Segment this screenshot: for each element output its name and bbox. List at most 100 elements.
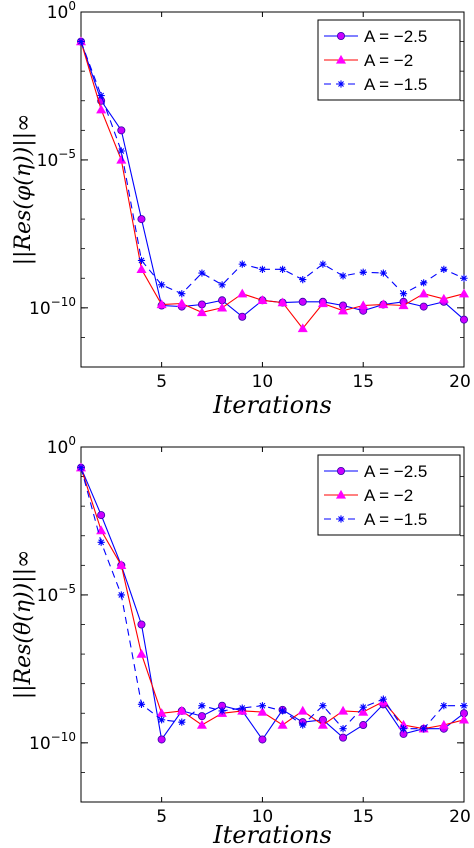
- data-point: [158, 281, 166, 289]
- data-point: [278, 707, 287, 715]
- data-point: [299, 721, 307, 729]
- data-point: [238, 312, 247, 321]
- data-point: [317, 298, 328, 308]
- y-tick-label: 10−10: [29, 730, 76, 754]
- legend-marker: [335, 54, 347, 64]
- x-tick-label: 20: [449, 372, 471, 392]
- x-tick-label: 5: [156, 372, 167, 392]
- data-point: [117, 147, 125, 155]
- data-point: [297, 705, 308, 715]
- legend-entry: A = −2.5: [364, 462, 427, 481]
- data-point: [198, 702, 206, 710]
- data-point: [399, 290, 408, 298]
- chart-panel-1: 5 10 15 20 100 10−5 10−10 Iterations ||Res(φ(η))…: [11, 0, 471, 419]
- series-line: [80, 41, 465, 330]
- x-axis-label: Iterations: [212, 391, 332, 419]
- legend-marker: [337, 515, 345, 523]
- data-point: [196, 307, 207, 317]
- legend-entry: A = −1.5: [364, 510, 427, 529]
- series-3: [77, 464, 468, 733]
- data-point: [137, 700, 146, 708]
- data-point: [440, 702, 448, 710]
- y-tick-label: 10−10: [29, 295, 76, 319]
- data-point: [197, 712, 206, 721]
- legend: A = −2.5 A = −2 A = −1.5: [317, 454, 461, 536]
- series-2: [75, 36, 470, 333]
- data-point: [319, 702, 327, 710]
- legend-entry: A = −2: [364, 51, 413, 70]
- data-point: [460, 702, 468, 710]
- series-line: [80, 41, 465, 295]
- data-point: [317, 719, 328, 729]
- data-point: [359, 721, 368, 730]
- data-point: [338, 305, 349, 315]
- x-tick-label: 10: [252, 372, 274, 392]
- data-point: [378, 299, 389, 309]
- data-point: [277, 719, 288, 729]
- data-point: [237, 288, 248, 298]
- data-point: [297, 323, 308, 333]
- data-point: [399, 725, 408, 733]
- data-point: [339, 733, 348, 742]
- data-point: [358, 706, 369, 716]
- legend: A = −2.5 A = −2 A = −1.5: [317, 19, 461, 101]
- data-point: [257, 706, 268, 716]
- data-point: [77, 464, 85, 472]
- data-point: [258, 702, 267, 710]
- x-tick-label: 15: [352, 372, 374, 392]
- data-point: [97, 511, 106, 520]
- y-tick-label: 100: [47, 0, 76, 23]
- y-axis-label: ||Res(θ(η))||∞: [11, 550, 36, 700]
- data-point: [358, 300, 369, 310]
- data-point: [137, 620, 146, 629]
- data-point: [359, 703, 367, 711]
- legend-marker: [335, 489, 347, 499]
- data-point: [418, 288, 429, 298]
- data-point: [218, 707, 226, 715]
- y-tick-label: 10−5: [37, 147, 76, 171]
- data-point: [278, 265, 287, 273]
- data-point: [419, 302, 428, 311]
- data-point: [338, 705, 349, 715]
- data-point: [176, 705, 187, 715]
- data-point: [116, 560, 127, 570]
- data-point: [339, 272, 347, 280]
- data-point: [298, 297, 307, 306]
- data-point: [440, 265, 448, 273]
- data-point: [379, 269, 387, 277]
- data-point: [96, 104, 107, 114]
- x-axis-label: Iterations: [212, 821, 332, 848]
- data-point: [97, 91, 105, 100]
- data-point: [438, 719, 449, 729]
- data-point: [458, 714, 470, 724]
- data-point: [420, 279, 428, 287]
- data-point: [178, 718, 186, 726]
- data-point: [137, 215, 146, 224]
- data-point: [458, 288, 470, 298]
- data-point: [299, 276, 307, 284]
- data-point: [197, 300, 206, 309]
- data-point: [77, 37, 85, 46]
- data-point: [156, 299, 167, 309]
- x-tick-label: 15: [352, 807, 374, 827]
- data-point: [136, 264, 147, 274]
- data-point: [198, 269, 206, 277]
- series-3: [77, 37, 468, 298]
- y-axis-label: ||Res(φ(η))||∞: [11, 114, 36, 266]
- data-point: [136, 648, 147, 658]
- data-point: [460, 274, 468, 282]
- data-point: [217, 302, 228, 312]
- legend-entry: A = −1.5: [364, 75, 427, 94]
- data-point: [379, 695, 387, 703]
- data-point: [157, 735, 166, 744]
- data-point: [257, 295, 268, 304]
- y-tick-label: 10−5: [37, 582, 76, 606]
- data-point: [258, 735, 267, 744]
- x-tick-label: 20: [449, 807, 471, 827]
- data-point: [176, 298, 187, 308]
- x-tick-label: 5: [156, 807, 167, 827]
- legend-entry: A = −2: [364, 486, 413, 505]
- legend-marker: [336, 466, 345, 475]
- data-point: [398, 300, 409, 310]
- legend-marker: [336, 32, 345, 41]
